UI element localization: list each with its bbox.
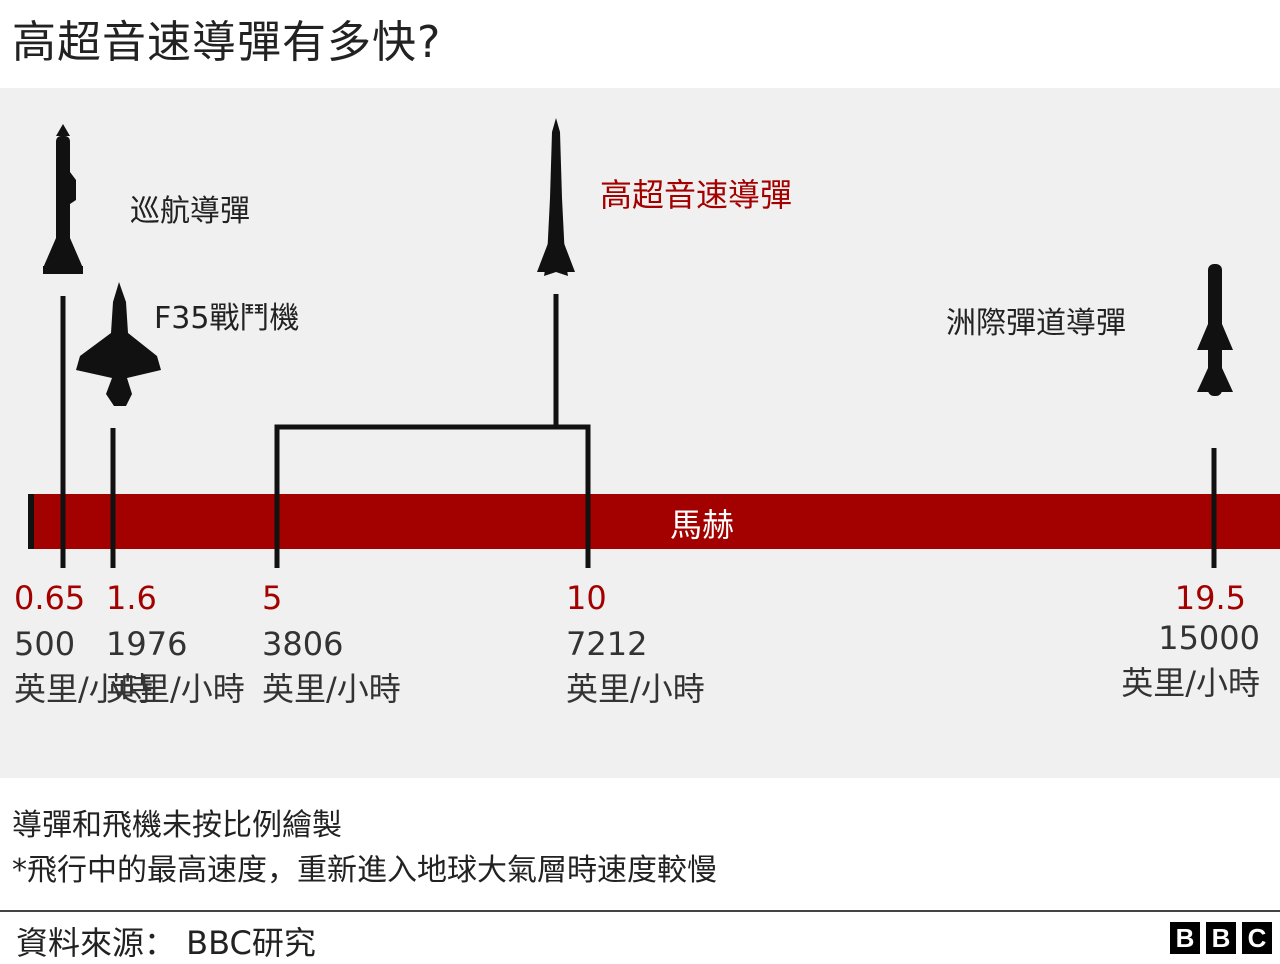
unit-label-hypersonic-low: 英里/小時 — [262, 670, 401, 708]
range-bracket-hypersonic — [274, 424, 591, 568]
cruise-missile-icon — [43, 124, 83, 274]
value-labels-hypersonic-low: 5 3806 英里/小時 — [262, 579, 401, 708]
mach-label-hypersonic-low: 5 — [262, 579, 282, 617]
unit-label-hypersonic-high: 英里/小時 — [566, 670, 705, 708]
bbc-logo-letter: B — [1206, 922, 1236, 954]
mach-label-hypersonic-high: 10 — [566, 579, 607, 617]
mph-label-hypersonic-low: 3806 — [262, 625, 343, 663]
value-labels-f35: 1.6 1976 英里/小時 — [106, 579, 245, 708]
mach-bar-label: 馬赫 — [670, 506, 734, 544]
label-f35: F35戰鬥機 — [154, 301, 299, 336]
label-hypersonic-missile: 高超音速導彈 — [600, 176, 792, 214]
mph-label-icbm: 15000 — [1158, 619, 1260, 657]
mph-label-f35: 1976 — [106, 625, 187, 663]
unit-label-icbm: 英里/小時 — [1121, 664, 1260, 702]
chart-title: 高超音速導彈有多快? — [12, 17, 442, 68]
mach-bar — [28, 494, 1280, 549]
mach-label-f35: 1.6 — [106, 579, 157, 617]
speed-chart: 馬赫 巡航導彈 F35戰鬥機 高超音速導彈 — [14, 118, 1280, 708]
mph-label-cruise-missile: 500 — [14, 625, 75, 663]
mph-label-hypersonic-high: 7212 — [566, 625, 647, 663]
bbc-logo-letter: B — [1170, 922, 1200, 954]
bbc-logo-letter: C — [1242, 922, 1272, 954]
icbm-icon — [1197, 264, 1233, 396]
unit-label-cruise-missile: 英里/小時 — [14, 670, 153, 708]
unit-label-f35: 英里/小時 — [106, 670, 245, 708]
chart-panel: 馬赫 巡航導彈 F35戰鬥機 高超音速導彈 — [0, 88, 1280, 778]
mach-label-cruise-missile: 0.65 — [14, 579, 85, 617]
value-labels-cruise-missile: 0.65 500 英里/小時 — [14, 579, 153, 708]
bbc-logo: B B C — [1170, 922, 1272, 954]
note-scale: 導彈和飛機未按比例繪製 — [12, 808, 342, 843]
source-text: 資料來源： BBC研究 — [16, 924, 316, 962]
fighter-jet-icon — [76, 282, 161, 406]
value-labels-icbm: 19.5 15000 英里/小時 — [1121, 579, 1260, 702]
label-cruise-missile: 巡航導彈 — [130, 194, 250, 229]
hypersonic-missile-icon — [537, 118, 575, 276]
value-labels-hypersonic-high: 10 7212 英里/小時 — [566, 579, 705, 708]
mach-label-icbm: 19.5 — [1175, 579, 1246, 617]
mach-bar-start-cap — [28, 494, 34, 549]
note-max-speed: *飛行中的最高速度，重新進入地球大氣層時速度較慢 — [12, 853, 717, 888]
footer-divider — [0, 910, 1280, 912]
label-icbm: 洲際彈道導彈 — [946, 306, 1126, 341]
